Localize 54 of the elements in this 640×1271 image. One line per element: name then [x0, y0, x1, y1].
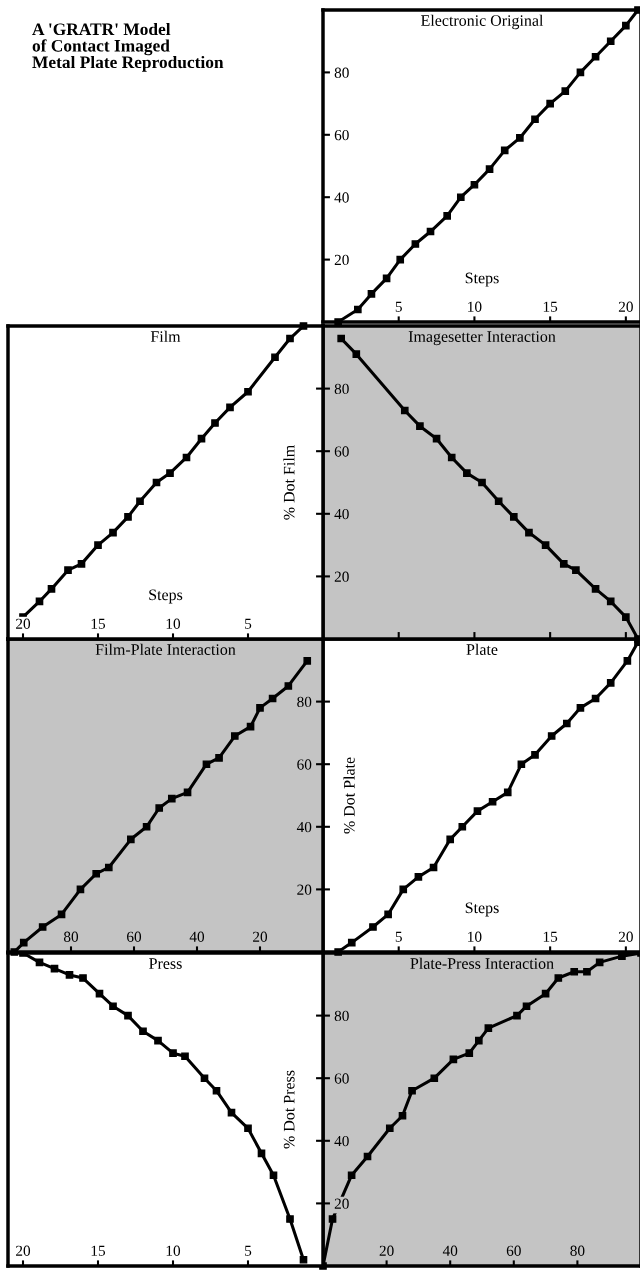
- chart-title: Plate: [466, 643, 498, 655]
- x-tick-label: 5: [395, 931, 402, 942]
- x-tick-label: 40: [189, 931, 205, 942]
- x-tick-label: 20: [379, 1245, 394, 1256]
- x-tick-label: 5: [395, 301, 402, 312]
- x-tick-label: 10: [166, 1245, 181, 1256]
- y-tick-label: 60: [334, 446, 349, 457]
- x-tick-label: 15: [543, 301, 558, 312]
- x-tick-label: 20: [253, 931, 268, 942]
- x-tick-label: 10: [468, 301, 482, 312]
- y-tick-label: 60: [297, 759, 312, 770]
- y-tick-label: 60: [334, 129, 349, 141]
- x-axis-title: Steps: [465, 902, 499, 917]
- y-tick-label: 40: [334, 1135, 349, 1147]
- x-tick-label: 40: [442, 1245, 458, 1256]
- x-tick-label: 20: [16, 618, 31, 629]
- x-tick-label: 15: [91, 618, 106, 629]
- chart-title: Plate-Press Interaction: [410, 957, 554, 969]
- x-tick-label: 20: [618, 301, 633, 312]
- x-tick-label: 20: [618, 931, 633, 942]
- y-tick-label: 80: [297, 696, 312, 708]
- x-tick-label: 5: [245, 1245, 252, 1256]
- x-axis-title: Steps: [149, 589, 183, 604]
- y-tick-label: 20: [334, 1198, 349, 1209]
- x-tick-label: 10: [166, 618, 181, 629]
- y-tick-label: 20: [334, 571, 349, 582]
- y-tick-label: 40: [296, 821, 312, 833]
- x-tick-label: 60: [127, 931, 142, 942]
- y-tick-label: 40: [334, 508, 349, 520]
- text: A 'GRATR' Model of Contact Imaged Metal Plate Reproduction: [32, 22, 224, 72]
- x-tick-label: 15: [543, 931, 558, 942]
- y-tick-label: 40: [334, 192, 349, 203]
- y-tick-label: 80: [334, 1010, 349, 1022]
- chart-title: Press: [149, 958, 182, 969]
- y-axis-title: % Dot Press: [283, 1070, 295, 1149]
- x-tick-label: 80: [570, 1245, 585, 1256]
- chart-title: Electronic Original: [421, 14, 544, 30]
- y-tick-label: 80: [334, 67, 349, 78]
- chart-title: Film: [150, 330, 181, 342]
- y-tick-label: 20: [334, 254, 349, 266]
- chart-title: Film-Plate Interaction: [95, 643, 236, 655]
- y-axis-title: % Dot Plate: [343, 757, 355, 834]
- y-tick-label: 60: [334, 1073, 349, 1084]
- x-axis-title: Steps: [465, 272, 499, 287]
- x-tick-label: 20: [16, 1245, 31, 1256]
- y-tick-label: 20: [297, 884, 312, 895]
- y-axis-title: % Dot Film: [283, 445, 295, 520]
- x-tick-label: 5: [245, 618, 252, 629]
- x-tick-label: 80: [63, 931, 79, 942]
- x-tick-label: 15: [91, 1245, 106, 1256]
- chart-title: Imagesetter Interaction: [408, 331, 556, 346]
- x-tick-label: 10: [468, 931, 482, 942]
- x-tick-label: 60: [506, 1245, 521, 1256]
- y-tick-label: 80: [334, 383, 349, 395]
